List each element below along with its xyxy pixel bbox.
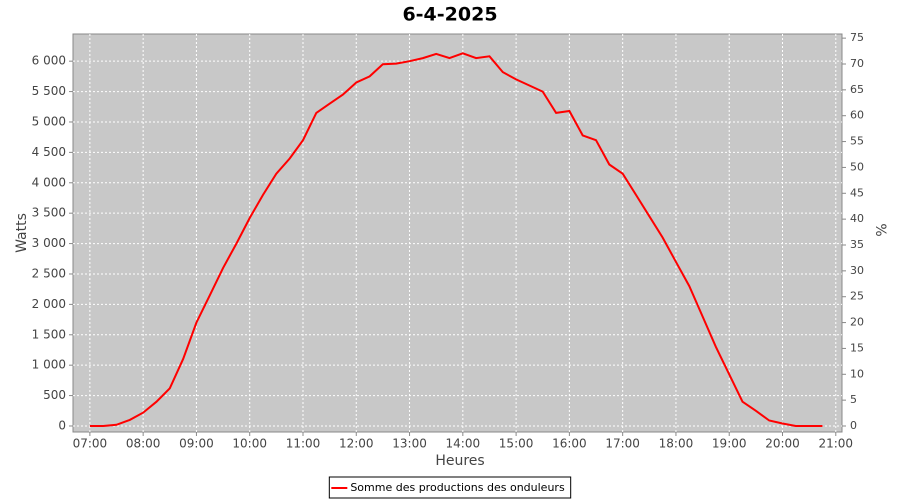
y2-tick-label: 10 <box>850 367 864 380</box>
y2-tick-label: 0 <box>850 419 857 432</box>
y-tick-label: 3 000 <box>32 236 66 250</box>
y2-tick-label: 35 <box>850 238 864 251</box>
x-tick-label: 12:00 <box>339 437 374 451</box>
y-tick-label: 1 000 <box>32 358 66 372</box>
y-axis-label: Watts <box>14 213 30 253</box>
y2-tick-label: 40 <box>850 212 864 225</box>
x-tick-label: 20:00 <box>765 437 800 451</box>
y-tick-label: 2 000 <box>32 297 66 311</box>
x-tick-label: 14:00 <box>446 437 481 451</box>
legend-box <box>328 476 572 499</box>
y2-tick-label: 65 <box>850 83 864 96</box>
y-tick-label: 3 500 <box>32 206 66 220</box>
y2-tick-label: 60 <box>850 109 864 122</box>
x-tick-label: 07:00 <box>73 437 108 451</box>
y-tick-label: 2 500 <box>32 266 66 280</box>
y2-tick-label: 25 <box>850 290 864 303</box>
y-tick-label: 6 000 <box>32 54 66 68</box>
y2-tick-label: 45 <box>850 186 864 199</box>
y-tick-label: 1 500 <box>32 327 66 341</box>
line-series <box>89 52 823 427</box>
y2-tick-label: 55 <box>850 135 864 148</box>
y2-tick-label: 50 <box>850 160 864 173</box>
y2-axis-label: % <box>872 223 888 236</box>
y-tick-label: 4 500 <box>32 145 66 159</box>
x-axis-label: Heures <box>435 453 484 469</box>
y-tick-label: 5 000 <box>32 114 66 128</box>
plot-area <box>72 33 843 433</box>
x-tick-label: 13:00 <box>392 437 427 451</box>
x-tick-label: 11:00 <box>286 437 321 451</box>
y-tick-label: 5 500 <box>32 84 66 98</box>
x-tick-label: 17:00 <box>605 437 640 451</box>
y2-tick-label: 15 <box>850 341 864 354</box>
y-tick-label: 0 <box>58 418 66 432</box>
y-tick-label: 500 <box>43 388 66 402</box>
x-tick-label: 15:00 <box>499 437 534 451</box>
x-tick-label: 18:00 <box>659 437 694 451</box>
x-tick-label: 16:00 <box>552 437 587 451</box>
y2-tick-label: 5 <box>850 393 857 406</box>
legend-label: Somme des productions des onduleurs <box>350 481 565 494</box>
x-tick-label: 09:00 <box>179 437 214 451</box>
x-tick-label: 21:00 <box>818 437 853 451</box>
y2-tick-label: 70 <box>850 57 864 70</box>
chart-title: 6-4-2025 <box>402 4 497 26</box>
x-tick-label: 08:00 <box>126 437 161 451</box>
y2-tick-label: 75 <box>850 31 864 44</box>
y2-tick-label: 30 <box>850 264 864 277</box>
y-tick-label: 4 000 <box>32 175 66 189</box>
x-tick-label: 19:00 <box>712 437 747 451</box>
x-tick-label: 10:00 <box>232 437 267 451</box>
legend: Somme des productions des onduleurs <box>328 476 572 499</box>
y2-tick-label: 20 <box>850 316 864 329</box>
